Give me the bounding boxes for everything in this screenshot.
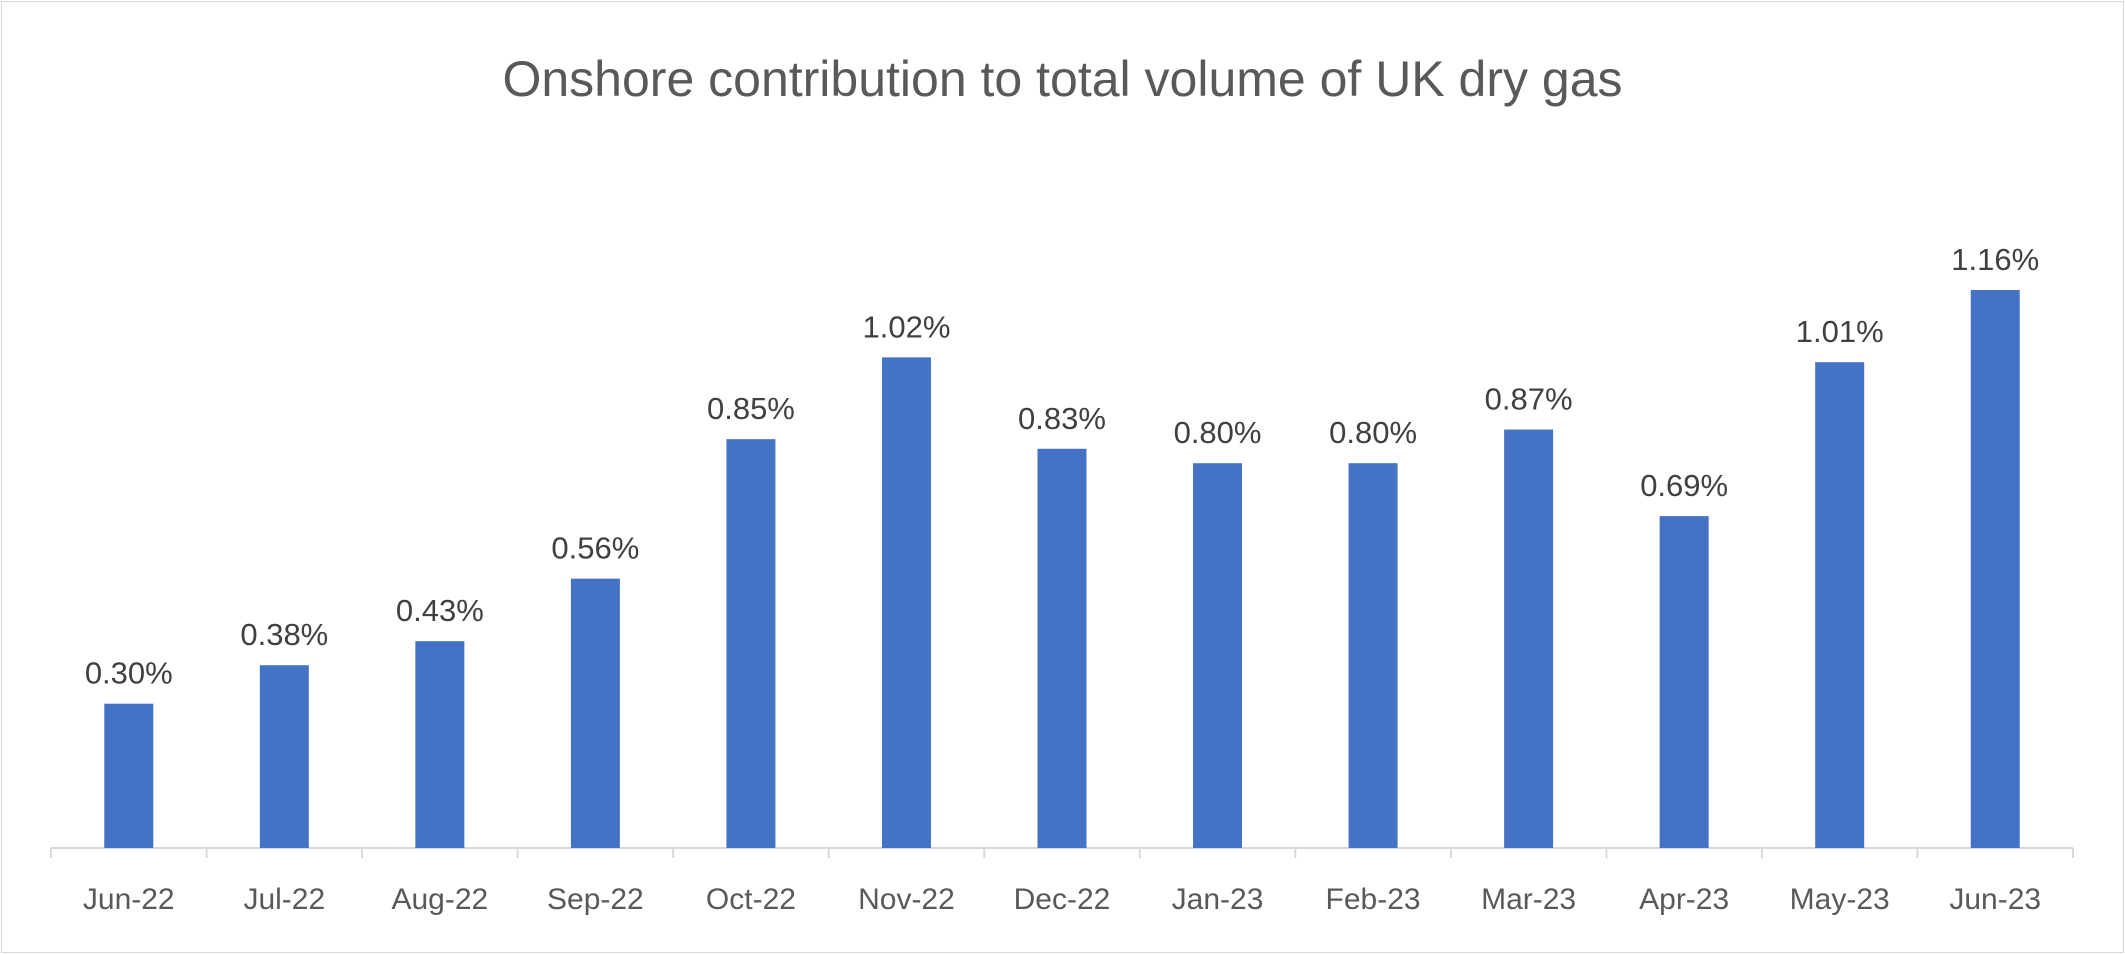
- data-label: 0.83%: [1018, 401, 1106, 436]
- bar-Dec-22: [1037, 448, 1087, 848]
- bar-Jun-22: [104, 703, 154, 848]
- x-tick-label: Oct-22: [706, 883, 796, 916]
- bar-Nov-22: [881, 357, 931, 848]
- x-tick-label: Mar-23: [1481, 883, 1576, 916]
- data-label: 0.80%: [1174, 415, 1262, 450]
- x-tick-label: Apr-23: [1639, 883, 1729, 916]
- bar-May-23: [1815, 362, 1865, 848]
- data-label: 0.43%: [396, 593, 484, 628]
- bar-Jul-22: [259, 665, 309, 848]
- data-label: 0.30%: [85, 656, 173, 691]
- data-label: 0.38%: [240, 617, 328, 652]
- x-tick-label: Jun-23: [1949, 883, 2041, 916]
- bar-Sep-22: [570, 578, 620, 848]
- bar-Jan-23: [1193, 463, 1243, 848]
- data-label: 1.01%: [1796, 314, 1884, 349]
- data-label: 0.85%: [707, 391, 795, 426]
- bar-Apr-23: [1659, 516, 1709, 848]
- bar-Mar-23: [1504, 429, 1554, 848]
- chart-title: Onshore contribution to total volume of …: [502, 51, 1623, 107]
- x-tick-label: Sep-22: [547, 883, 644, 916]
- bar-Oct-22: [726, 439, 776, 848]
- bar-Aug-22: [415, 641, 465, 848]
- x-tick-label: Jun-22: [83, 883, 175, 916]
- data-label: 0.87%: [1485, 382, 1573, 417]
- x-tick-label: Jul-22: [243, 883, 325, 916]
- x-tick-label: Aug-22: [391, 883, 488, 916]
- data-label: 1.16%: [1951, 242, 2039, 277]
- x-tick-label: May-23: [1790, 883, 1890, 916]
- bar-Jun-23: [1970, 290, 2020, 848]
- data-label: 0.69%: [1640, 468, 1728, 503]
- data-label: 0.56%: [551, 531, 639, 566]
- x-tick-label: Feb-23: [1326, 883, 1421, 916]
- x-tick-label: Jan-23: [1172, 883, 1264, 916]
- data-label: 0.80%: [1329, 415, 1417, 450]
- data-label: 1.02%: [863, 309, 951, 344]
- x-tick-label: Nov-22: [858, 883, 955, 916]
- bar-Feb-23: [1348, 463, 1398, 848]
- x-tick-label: Dec-22: [1014, 883, 1111, 916]
